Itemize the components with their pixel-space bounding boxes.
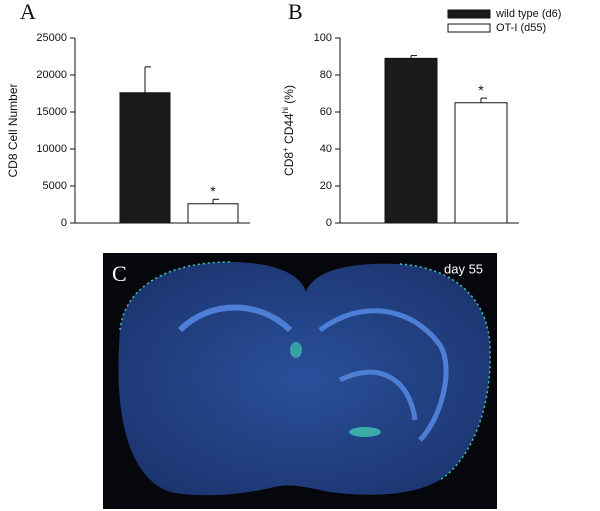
legend-label: wild type (d6) bbox=[495, 8, 561, 20]
legend-swatch bbox=[447, 23, 491, 33]
panel-label: B bbox=[288, 0, 303, 24]
y-axis-label-part: CD8 bbox=[282, 152, 296, 176]
brain-section bbox=[118, 262, 491, 496]
bar bbox=[119, 92, 171, 224]
legend-label: OT-I (d55) bbox=[496, 22, 546, 34]
significance-mark: * bbox=[478, 82, 484, 98]
meninges bbox=[119, 261, 491, 481]
y-tick-label: 15000 bbox=[36, 106, 67, 118]
bar bbox=[384, 57, 438, 224]
y-tick-label: 0 bbox=[61, 217, 67, 229]
significance-mark: * bbox=[210, 183, 216, 199]
y-axis-label: CD8+ CD44hi (%) bbox=[281, 85, 297, 176]
hippocampus bbox=[338, 369, 418, 421]
legend-swatch bbox=[447, 9, 491, 19]
panel-label: A bbox=[20, 0, 36, 24]
image-annotation: day 55 bbox=[444, 261, 483, 276]
hippocampus bbox=[318, 308, 449, 442]
y-axis-label: CD8 Cell Number bbox=[6, 83, 20, 177]
hippocampus bbox=[177, 304, 293, 333]
y-tick-label: 80 bbox=[320, 69, 332, 81]
y-tick-label: 20 bbox=[320, 180, 332, 192]
y-tick-label: 100 bbox=[314, 32, 332, 44]
y-axis-label-part: (%) bbox=[282, 85, 296, 107]
y-tick-label: 25000 bbox=[36, 32, 67, 44]
bar bbox=[187, 203, 239, 224]
image-panel: C day 55 bbox=[103, 253, 497, 509]
y-tick-label: 10000 bbox=[36, 143, 67, 155]
y-tick-label: 60 bbox=[320, 106, 332, 118]
y-tick-label: 5000 bbox=[43, 180, 67, 192]
y-tick-label: 0 bbox=[326, 217, 332, 229]
y-tick-label: 20000 bbox=[36, 69, 67, 81]
bar bbox=[454, 102, 508, 224]
infiltrate bbox=[349, 427, 381, 437]
y-axis-label-part: hi bbox=[281, 107, 290, 113]
y-axis-label-part: + bbox=[281, 147, 290, 152]
infiltrate bbox=[290, 342, 302, 358]
y-axis-label-part: CD44 bbox=[282, 113, 296, 147]
panel-label: C bbox=[112, 261, 127, 286]
y-tick-label: 40 bbox=[320, 143, 332, 155]
